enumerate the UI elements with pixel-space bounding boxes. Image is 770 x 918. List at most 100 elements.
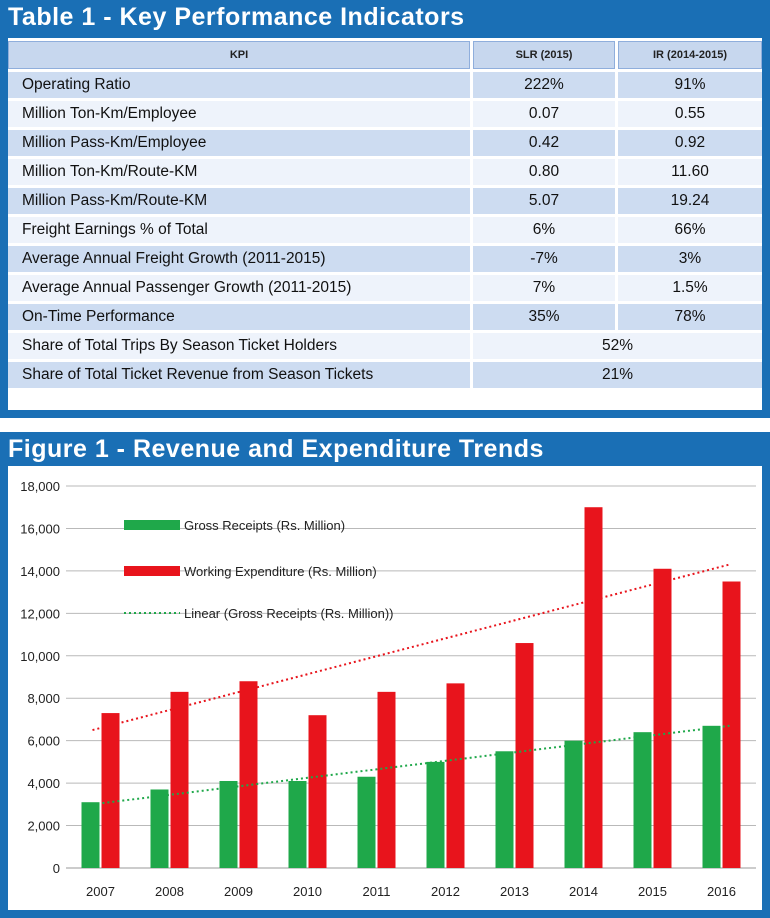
y-tick-label: 8,000 [27,691,60,706]
kpi-label: Operating Ratio [8,72,470,98]
bar-working-expenditure [308,715,327,868]
kpi-label: On-Time Performance [8,304,470,330]
x-tick-label: 2008 [155,884,184,899]
slr-value: -7% [473,246,615,272]
bar-gross-receipts [81,802,100,868]
merged-value: 21% [473,362,762,388]
y-tick-label: 0 [53,861,60,876]
y-tick-label: 14,000 [20,564,60,579]
slr-value: 35% [473,304,615,330]
kpi-label: Million Ton-Km/Employee [8,101,470,127]
table-row: Average Annual Passenger Growth (2011-20… [8,275,762,301]
ir-value: 11.60 [618,159,762,185]
table-row: Average Annual Freight Growth (2011-2015… [8,246,762,272]
ir-value: 78% [618,304,762,330]
kpi-label: Million Pass-Km/Route-KM [8,188,470,214]
bar-gross-receipts [219,780,238,868]
y-tick-label: 2,000 [27,819,60,834]
x-tick-label: 2012 [431,884,460,899]
bar-gross-receipts [288,780,307,868]
y-tick-label: 6,000 [27,734,60,749]
kpi-table-panel: Table 1 - Key Performance Indicators KPI… [0,0,770,418]
slr-value: 5.07 [473,188,615,214]
figure-panel: Figure 1 - Revenue and Expenditure Trend… [0,432,770,918]
legend-swatch-gross-receipts [124,520,180,530]
kpi-label: Average Annual Freight Growth (2011-2015… [8,246,470,272]
table-row: Operating Ratio 222% 91% [8,72,762,98]
bar-gross-receipts [564,740,583,868]
slr-value: 0.42 [473,130,615,156]
chart-container: 0 2,000 4,000 6,000 8,000 10,000 12,000 14,000 1… [8,466,762,910]
legend-label: Working Expenditure (Rs. Million) [184,564,377,579]
x-tick-label: 2010 [293,884,322,899]
bar-gross-receipts [426,761,445,868]
y-tick-label: 16,000 [20,521,60,536]
legend-label: Gross Receipts (Rs. Million) [184,518,345,533]
bar-working-expenditure [239,681,258,868]
bar-working-expenditure [170,691,189,868]
ir-value: 0.55 [618,101,762,127]
kpi-label: Million Pass-Km/Employee [8,130,470,156]
revenue-expenditure-chart: 0 2,000 4,000 6,000 8,000 10,000 12,000 14,000 1… [20,479,756,899]
legend-label: Linear (Gross Receipts (Rs. Million)) [184,606,394,621]
bar-gross-receipts [702,725,721,868]
slr-value: 6% [473,217,615,243]
x-tick-label: 2011 [363,884,391,899]
table-row: On-Time Performance 35% 78% [8,304,762,330]
table-row: Freight Earnings % of Total 6% 66% [8,217,762,243]
y-tick-label: 4,000 [27,776,60,791]
x-tick-label: 2015 [638,884,667,899]
bar-working-expenditure [653,568,672,868]
table-row: Million Pass-Km/Employee 0.42 0.92 [8,130,762,156]
slr-value: 7% [473,275,615,301]
chart-title: Figure 1 - Revenue and Expenditure Trend… [8,435,544,463]
kpi-table: KPI SLR (2015) IR (2014-2015) Operating … [8,38,762,391]
slr-value: 0.80 [473,159,615,185]
bar-working-expenditure [515,643,534,868]
trendline-gross-receipts [92,724,730,806]
x-tick-label: 2013 [500,884,529,899]
bar-gross-receipts [633,732,652,868]
header-kpi: KPI [8,41,470,69]
kpi-label: Share of Total Ticket Revenue from Seaso… [8,362,470,388]
bar-working-expenditure [584,507,603,868]
legend-swatch-working-expenditure [124,566,180,576]
header-ir: IR (2014-2015) [618,41,762,69]
table-row-merged: Share of Total Trips By Season Ticket Ho… [8,333,762,359]
slr-value: 222% [473,72,615,98]
table-row: Million Pass-Km/Route-KM 5.07 19.24 [8,188,762,214]
kpi-label: Million Ton-Km/Route-KM [8,159,470,185]
x-tick-label: 2014 [569,884,598,899]
kpi-label: Freight Earnings % of Total [8,217,470,243]
table-row: Million Ton-Km/Employee 0.07 0.55 [8,101,762,127]
x-tick-label: 2016 [707,884,736,899]
kpi-table-container: KPI SLR (2015) IR (2014-2015) Operating … [8,38,762,410]
header-slr: SLR (2015) [473,41,615,69]
ir-value: 66% [618,217,762,243]
bar-working-expenditure [101,713,120,868]
bar-gross-receipts [495,751,514,868]
kpi-label: Average Annual Passenger Growth (2011-20… [8,275,470,301]
x-tick-label: 2009 [224,884,253,899]
ir-value: 1.5% [618,275,762,301]
bar-working-expenditure [377,691,396,868]
table-row-merged: Share of Total Ticket Revenue from Seaso… [8,362,762,388]
y-tick-label: 10,000 [20,649,60,664]
ir-value: 0.92 [618,130,762,156]
table-header-row: KPI SLR (2015) IR (2014-2015) [8,41,762,69]
x-tick-label: 2007 [86,884,115,899]
bar-gross-receipts [150,789,169,868]
ir-value: 3% [618,246,762,272]
ir-value: 19.24 [618,188,762,214]
table-row: Million Ton-Km/Route-KM 0.80 11.60 [8,159,762,185]
ir-value: 91% [618,72,762,98]
bar-working-expenditure [722,581,741,868]
y-tick-label: 18,000 [20,479,60,494]
slr-value: 0.07 [473,101,615,127]
merged-value: 52% [473,333,762,359]
y-tick-label: 12,000 [20,606,60,621]
bar-gross-receipts [357,776,376,868]
bar-working-expenditure [446,683,465,868]
table-title: Table 1 - Key Performance Indicators [8,3,465,31]
kpi-label: Share of Total Trips By Season Ticket Ho… [8,333,470,359]
